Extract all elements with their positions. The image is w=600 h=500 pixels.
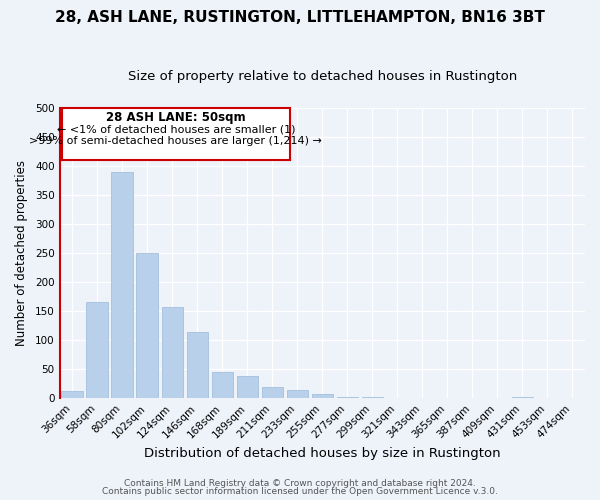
Bar: [512, 397, 533, 398]
Bar: [61, 391, 83, 398]
X-axis label: Distribution of detached houses by size in Rustington: Distribution of detached houses by size …: [144, 447, 500, 460]
Bar: [236, 376, 258, 398]
Text: 28, ASH LANE, RUSTINGTON, LITTLEHAMPTON, BN16 3BT: 28, ASH LANE, RUSTINGTON, LITTLEHAMPTON,…: [55, 10, 545, 25]
Text: 28 ASH LANE: 50sqm: 28 ASH LANE: 50sqm: [106, 111, 246, 124]
Text: >99% of semi-detached houses are larger (1,214) →: >99% of semi-detached houses are larger …: [29, 136, 322, 146]
Bar: [287, 390, 308, 398]
Bar: [212, 372, 233, 398]
Title: Size of property relative to detached houses in Rustington: Size of property relative to detached ho…: [128, 70, 517, 83]
Bar: [262, 386, 283, 398]
Bar: [161, 307, 183, 398]
FancyBboxPatch shape: [62, 108, 290, 160]
Bar: [362, 397, 383, 398]
Text: ← <1% of detached houses are smaller (1): ← <1% of detached houses are smaller (1): [56, 124, 295, 134]
Bar: [86, 302, 108, 398]
Bar: [112, 172, 133, 398]
Text: Contains HM Land Registry data © Crown copyright and database right 2024.: Contains HM Land Registry data © Crown c…: [124, 478, 476, 488]
Text: Contains public sector information licensed under the Open Government Licence v.: Contains public sector information licen…: [102, 487, 498, 496]
Bar: [337, 396, 358, 398]
Bar: [187, 332, 208, 398]
Bar: [311, 394, 333, 398]
Y-axis label: Number of detached properties: Number of detached properties: [15, 160, 28, 346]
Bar: [136, 253, 158, 398]
